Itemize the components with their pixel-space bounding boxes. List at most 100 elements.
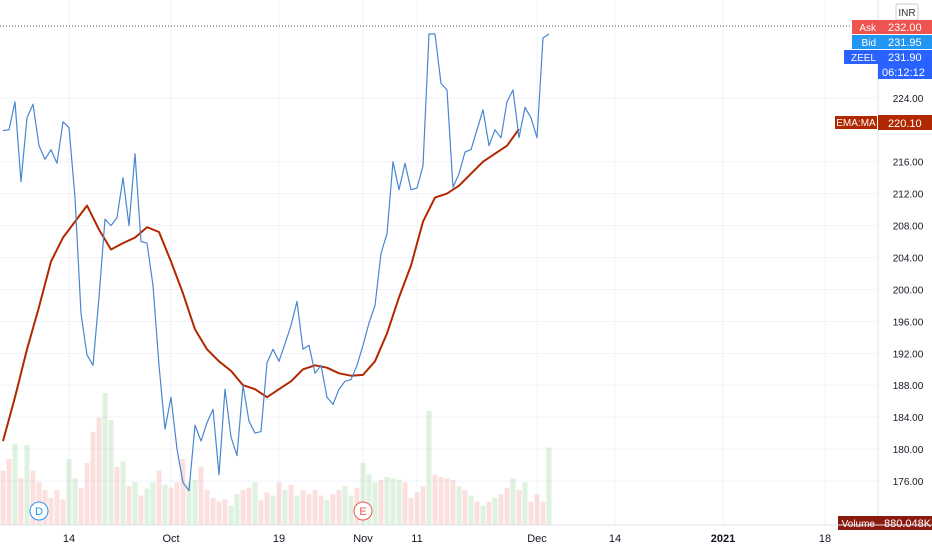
volume-bar bbox=[522, 482, 528, 525]
currency-label: INR bbox=[895, 3, 919, 21]
svg-text:Ask: Ask bbox=[859, 23, 877, 34]
volume-bar bbox=[132, 482, 138, 525]
volume-bar bbox=[234, 493, 240, 525]
volume-bar bbox=[204, 490, 210, 525]
volume-bar bbox=[300, 490, 306, 525]
volume-bar bbox=[66, 459, 72, 525]
volume-bar bbox=[114, 466, 120, 525]
volume-bar bbox=[198, 466, 204, 525]
volume-bar bbox=[282, 490, 288, 525]
x-tick-label: 2021 bbox=[711, 533, 735, 545]
volume-bar bbox=[156, 470, 162, 525]
volume-bar bbox=[324, 500, 330, 525]
price-line bbox=[2, 33, 550, 492]
volume-bar bbox=[216, 501, 222, 525]
volume-bar bbox=[516, 490, 522, 525]
volume-bar bbox=[390, 478, 396, 525]
volume-bar bbox=[492, 497, 498, 525]
y-tick-label: 200.00 bbox=[893, 285, 924, 296]
volume-bar bbox=[318, 495, 324, 525]
svg-text:231.90: 231.90 bbox=[888, 52, 922, 64]
price-axis[interactable]: 176.00 180.00 184.00 188.00 192.00 196.00 200.… bbox=[834, 0, 932, 530]
volume-value-badge: Volume 880.048K bbox=[838, 516, 932, 530]
volume-bar bbox=[150, 482, 156, 525]
svg-text:EMA:MA: EMA:MA bbox=[836, 118, 876, 129]
volume-bar bbox=[546, 447, 552, 525]
x-tick-label: Nov bbox=[353, 533, 373, 545]
volume-bar bbox=[78, 487, 84, 525]
x-tick-label: Dec bbox=[527, 533, 547, 545]
volume-bar bbox=[174, 482, 180, 525]
svg-text:231.95: 231.95 bbox=[888, 37, 922, 49]
y-tick-label: 212.00 bbox=[893, 190, 924, 201]
x-tick-label: 14 bbox=[609, 533, 621, 545]
volume-bar bbox=[330, 493, 336, 525]
event-marker-e[interactable]: E bbox=[353, 501, 373, 521]
volume-bar bbox=[372, 482, 378, 525]
volume-bar bbox=[54, 490, 60, 525]
y-tick-label: 184.00 bbox=[893, 413, 924, 424]
y-tick-label: 224.00 bbox=[893, 94, 924, 105]
svg-text:INR: INR bbox=[898, 8, 915, 19]
volume-bar bbox=[168, 487, 174, 525]
volume-bar bbox=[456, 486, 462, 525]
volume-bar bbox=[18, 478, 24, 525]
volume-bar bbox=[108, 420, 114, 525]
volume-bar bbox=[120, 461, 126, 525]
volume-bar bbox=[60, 499, 66, 525]
svg-text:Bid: Bid bbox=[862, 38, 876, 49]
volume-bar bbox=[6, 459, 12, 525]
volume-bar bbox=[402, 482, 408, 525]
event-marker-d[interactable]: D bbox=[29, 501, 49, 521]
time-axis[interactable]: 14 Oct 19 Nov 11 Dec 14 2021 18 bbox=[0, 524, 932, 545]
symbol-price-badge: ZEEL 231.90 06:12:12 bbox=[844, 50, 932, 79]
volume-bar bbox=[384, 476, 390, 525]
volume-bar bbox=[102, 393, 108, 525]
volume-bar bbox=[186, 482, 192, 525]
price-axis-ticks: 176.00 180.00 184.00 188.00 192.00 196.00 200.… bbox=[893, 94, 924, 488]
volume-bar bbox=[504, 487, 510, 525]
volume-bar bbox=[426, 410, 432, 525]
volume-bar bbox=[252, 482, 258, 525]
volume-bar bbox=[510, 478, 516, 525]
volume-bar bbox=[312, 490, 318, 525]
volume-bar bbox=[486, 501, 492, 525]
svg-text:220.10: 220.10 bbox=[888, 118, 922, 130]
volume-bar bbox=[534, 493, 540, 525]
volume-bar bbox=[462, 490, 468, 525]
volume-bar bbox=[408, 497, 414, 525]
volume-bar bbox=[222, 499, 228, 525]
y-tick-label: 176.00 bbox=[893, 477, 924, 488]
svg-text:06:12:12: 06:12:12 bbox=[882, 67, 925, 79]
ema-ma-line bbox=[2, 128, 520, 442]
volume-bar bbox=[468, 495, 474, 525]
volume-bar bbox=[180, 459, 186, 525]
ema-value-badge: EMA:MA 220.10 bbox=[834, 115, 932, 130]
volume-bar bbox=[138, 495, 144, 525]
volume-bar bbox=[210, 497, 216, 525]
x-tick-label: 19 bbox=[273, 533, 285, 545]
volume-bar bbox=[162, 484, 168, 525]
volume-bar bbox=[474, 501, 480, 525]
volume-bar bbox=[276, 482, 282, 525]
y-tick-label: 216.00 bbox=[893, 158, 924, 169]
volume-bar bbox=[270, 495, 276, 525]
volume-bars bbox=[0, 393, 552, 525]
volume-bar bbox=[126, 486, 132, 525]
volume-bar bbox=[240, 490, 246, 525]
x-tick-label: 11 bbox=[411, 533, 422, 545]
volume-bar bbox=[438, 476, 444, 525]
grid bbox=[0, 0, 878, 525]
volume-bar bbox=[258, 500, 264, 525]
x-tick-label: Oct bbox=[162, 533, 179, 545]
svg-text:232.00: 232.00 bbox=[888, 22, 922, 34]
volume-bar bbox=[246, 487, 252, 525]
volume-bar bbox=[366, 474, 372, 525]
volume-bar bbox=[228, 505, 234, 525]
volume-bar bbox=[498, 493, 504, 525]
x-tick-label: 18 bbox=[819, 533, 831, 545]
volume-bar bbox=[540, 501, 546, 525]
